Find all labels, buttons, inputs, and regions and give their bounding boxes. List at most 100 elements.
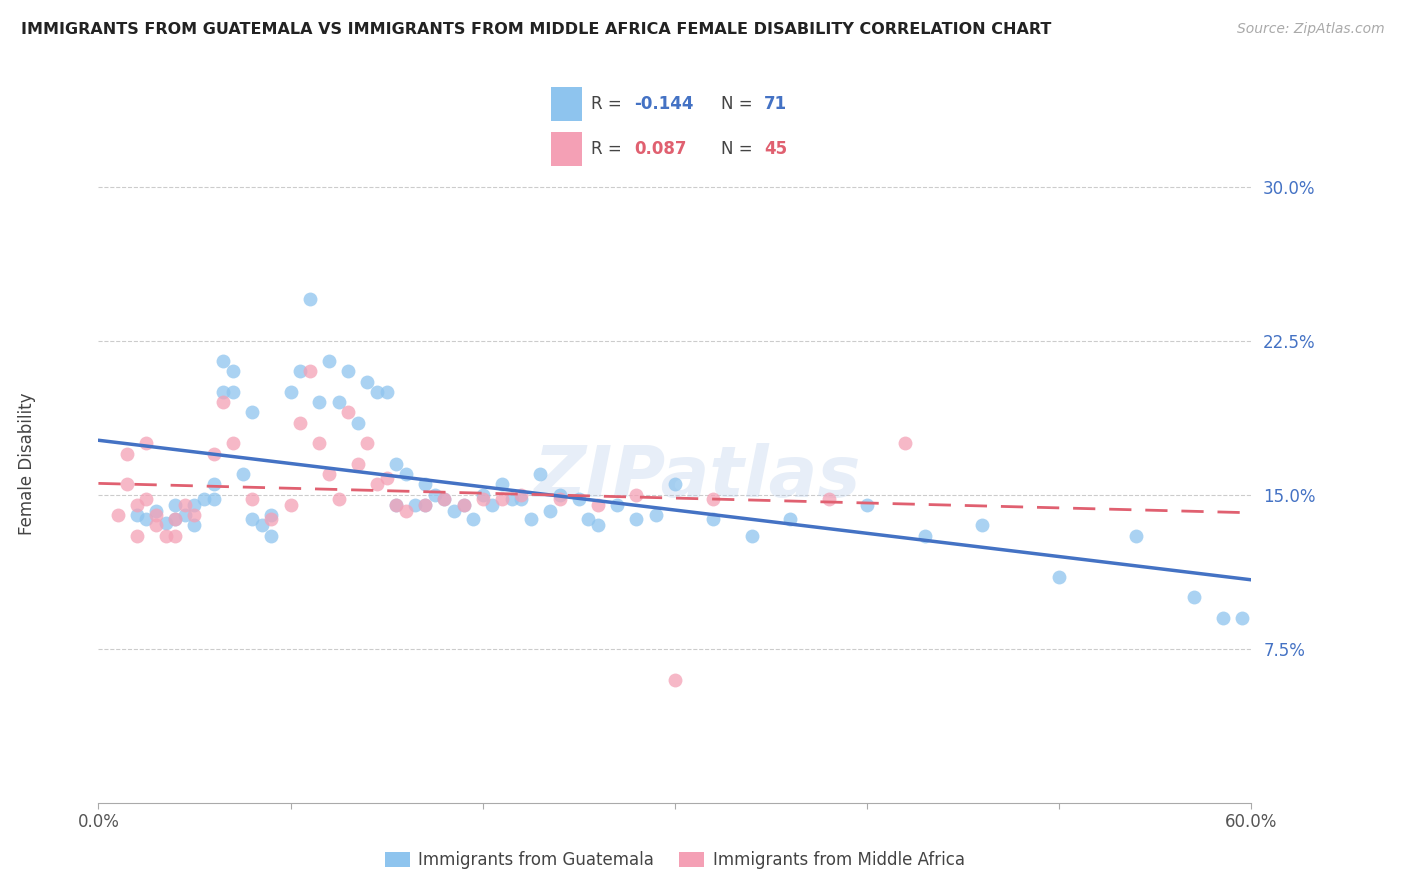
Point: [491, 491, 513, 506]
Point: [626, 512, 648, 526]
Point: [366, 477, 388, 491]
Point: [385, 457, 408, 471]
Point: [443, 504, 465, 518]
Point: [308, 436, 330, 450]
Point: [250, 518, 273, 533]
Point: [212, 354, 235, 368]
Point: [366, 384, 388, 399]
Text: 71: 71: [763, 95, 787, 113]
Point: [510, 488, 533, 502]
Point: [174, 508, 197, 523]
Point: [117, 446, 138, 460]
Point: [375, 471, 398, 485]
Point: [308, 395, 330, 409]
Text: ZIPatlas: ZIPatlas: [534, 443, 862, 512]
Point: [318, 467, 340, 482]
Point: [337, 405, 360, 419]
Point: [471, 491, 494, 506]
Point: [405, 498, 427, 512]
Point: [290, 416, 312, 430]
Point: [1230, 611, 1253, 625]
Point: [337, 364, 360, 378]
Point: [702, 491, 724, 506]
Point: [1182, 591, 1205, 605]
Point: [183, 508, 205, 523]
Point: [548, 491, 571, 506]
Point: [125, 508, 148, 523]
Point: [212, 395, 235, 409]
Point: [894, 436, 917, 450]
Text: N =: N =: [721, 140, 758, 158]
Point: [548, 488, 571, 502]
Point: [741, 529, 763, 543]
Point: [510, 491, 533, 506]
Point: [375, 384, 398, 399]
Point: [155, 516, 177, 531]
Text: IMMIGRANTS FROM GUATEMALA VS IMMIGRANTS FROM MIDDLE AFRICA FEMALE DISABILITY COR: IMMIGRANTS FROM GUATEMALA VS IMMIGRANTS …: [21, 22, 1052, 37]
Text: Source: ZipAtlas.com: Source: ZipAtlas.com: [1237, 22, 1385, 37]
Point: [135, 512, 157, 526]
Point: [165, 512, 187, 526]
Point: [471, 488, 494, 502]
Point: [453, 498, 475, 512]
Point: [491, 477, 513, 491]
Point: [576, 512, 599, 526]
Point: [280, 498, 302, 512]
Point: [260, 529, 283, 543]
Point: [568, 491, 591, 506]
Text: -0.144: -0.144: [634, 95, 693, 113]
Point: [155, 529, 177, 543]
Point: [165, 498, 187, 512]
Point: [529, 467, 551, 482]
Point: [586, 518, 609, 533]
Point: [453, 498, 475, 512]
Point: [165, 529, 187, 543]
Point: [356, 436, 378, 450]
Bar: [551, 132, 582, 166]
Point: [222, 364, 245, 378]
Point: [413, 477, 436, 491]
Point: [433, 491, 456, 506]
Point: [125, 498, 148, 512]
Point: [222, 384, 245, 399]
Point: [318, 354, 340, 368]
Point: [298, 293, 321, 307]
Point: [135, 491, 157, 506]
Point: [212, 384, 235, 399]
Text: 0.087: 0.087: [634, 140, 686, 158]
Point: [117, 477, 138, 491]
Point: [107, 508, 129, 523]
Point: [346, 416, 368, 430]
Point: [423, 488, 446, 502]
Point: [385, 498, 408, 512]
Point: [290, 364, 312, 378]
Point: [145, 504, 167, 518]
Point: [260, 508, 283, 523]
Point: [538, 504, 561, 518]
Point: [280, 384, 302, 399]
Point: [298, 364, 321, 378]
Point: [240, 405, 263, 419]
Point: [222, 436, 245, 450]
Point: [183, 498, 205, 512]
Point: [385, 498, 408, 512]
Point: [193, 491, 215, 506]
Point: [240, 512, 263, 526]
Point: [644, 508, 666, 523]
Point: [395, 504, 418, 518]
Y-axis label: Female Disability: Female Disability: [18, 392, 37, 535]
Point: [356, 375, 378, 389]
Point: [135, 436, 157, 450]
Point: [779, 512, 801, 526]
Point: [231, 467, 254, 482]
Point: [501, 491, 523, 506]
Point: [183, 518, 205, 533]
Point: [520, 512, 543, 526]
Point: [202, 491, 225, 506]
Point: [1211, 611, 1234, 625]
Point: [664, 673, 686, 687]
Point: [856, 498, 879, 512]
Point: [586, 498, 609, 512]
Point: [328, 491, 350, 506]
Point: [346, 457, 368, 471]
